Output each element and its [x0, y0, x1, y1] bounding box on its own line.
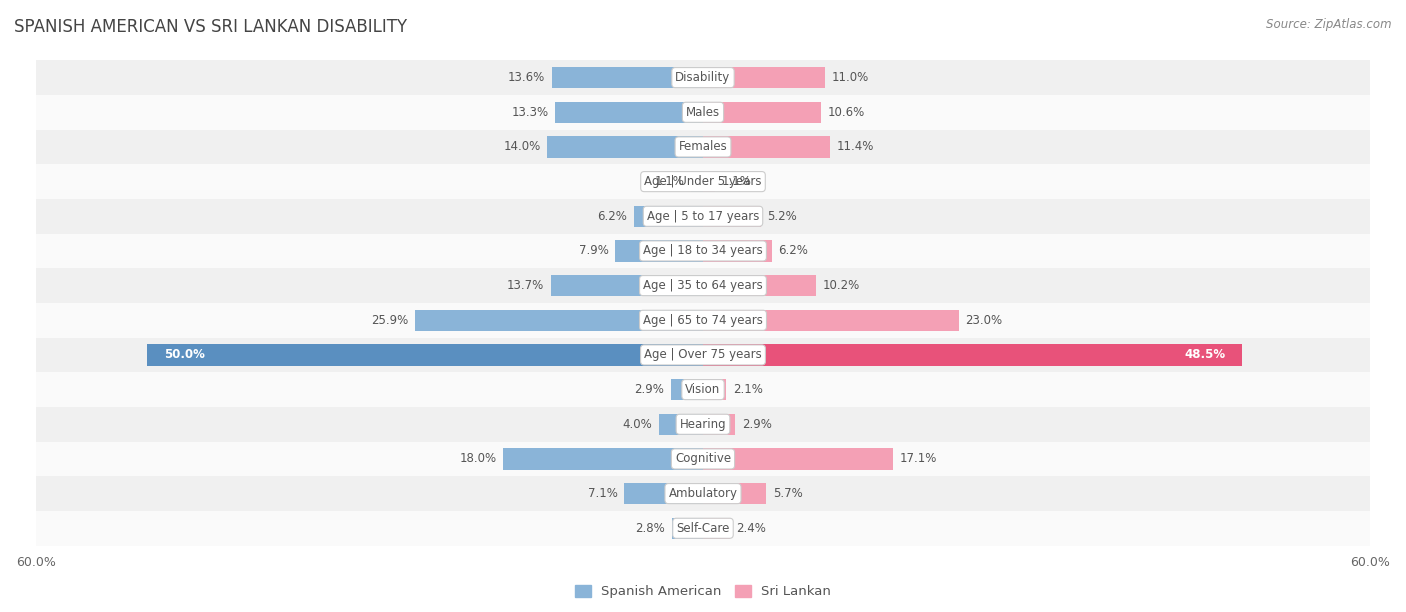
Text: 6.2%: 6.2%: [598, 210, 627, 223]
Bar: [703, 102, 821, 123]
Bar: [703, 206, 761, 227]
Text: 10.6%: 10.6%: [828, 106, 865, 119]
Bar: [551, 275, 703, 296]
Text: 25.9%: 25.9%: [371, 314, 409, 327]
Bar: [703, 344, 1241, 366]
Bar: [37, 60, 1369, 95]
Bar: [703, 518, 730, 539]
Text: 2.9%: 2.9%: [634, 383, 664, 396]
Bar: [37, 476, 1369, 511]
Text: Disability: Disability: [675, 71, 731, 84]
Bar: [547, 136, 703, 158]
Bar: [703, 448, 893, 469]
Bar: [37, 442, 1369, 476]
Bar: [37, 407, 1369, 442]
Bar: [658, 414, 703, 435]
Text: 6.2%: 6.2%: [779, 244, 808, 258]
Bar: [703, 310, 959, 331]
Bar: [37, 303, 1369, 338]
Text: Hearing: Hearing: [679, 418, 727, 431]
Text: 50.0%: 50.0%: [165, 348, 205, 362]
Bar: [703, 67, 825, 88]
Text: 14.0%: 14.0%: [503, 140, 541, 154]
Bar: [690, 171, 703, 192]
Text: Self-Care: Self-Care: [676, 522, 730, 535]
Text: 7.9%: 7.9%: [579, 244, 609, 258]
Text: Males: Males: [686, 106, 720, 119]
Bar: [703, 483, 766, 504]
Bar: [37, 511, 1369, 546]
Text: 2.4%: 2.4%: [737, 522, 766, 535]
Text: 18.0%: 18.0%: [460, 452, 496, 466]
Text: Age | 5 to 17 years: Age | 5 to 17 years: [647, 210, 759, 223]
Text: Age | Under 5 years: Age | Under 5 years: [644, 175, 762, 188]
Text: 11.4%: 11.4%: [837, 140, 873, 154]
Bar: [703, 171, 716, 192]
Bar: [37, 164, 1369, 199]
Bar: [703, 275, 817, 296]
Bar: [634, 206, 703, 227]
Text: 2.8%: 2.8%: [636, 522, 665, 535]
Text: 13.3%: 13.3%: [512, 106, 548, 119]
Bar: [148, 344, 703, 366]
Text: 48.5%: 48.5%: [1184, 348, 1225, 362]
Text: 5.2%: 5.2%: [768, 210, 797, 223]
Text: Age | 18 to 34 years: Age | 18 to 34 years: [643, 244, 763, 258]
Bar: [37, 268, 1369, 303]
Bar: [672, 518, 703, 539]
Bar: [703, 240, 772, 262]
Bar: [624, 483, 703, 504]
Bar: [37, 234, 1369, 268]
Bar: [703, 414, 735, 435]
Text: 2.1%: 2.1%: [733, 383, 763, 396]
Text: 10.2%: 10.2%: [823, 279, 860, 292]
Text: 1.1%: 1.1%: [654, 175, 685, 188]
Text: 1.1%: 1.1%: [721, 175, 752, 188]
Bar: [616, 240, 703, 262]
Bar: [503, 448, 703, 469]
Bar: [37, 199, 1369, 234]
Legend: Spanish American, Sri Lankan: Spanish American, Sri Lankan: [569, 580, 837, 603]
Text: Cognitive: Cognitive: [675, 452, 731, 466]
Text: 5.7%: 5.7%: [773, 487, 803, 500]
Text: 2.9%: 2.9%: [742, 418, 772, 431]
Text: 11.0%: 11.0%: [832, 71, 869, 84]
Bar: [703, 136, 830, 158]
Text: 17.1%: 17.1%: [900, 452, 936, 466]
Text: Source: ZipAtlas.com: Source: ZipAtlas.com: [1267, 18, 1392, 31]
Bar: [671, 379, 703, 400]
Text: 23.0%: 23.0%: [966, 314, 1002, 327]
Bar: [37, 130, 1369, 164]
Bar: [37, 338, 1369, 372]
Text: Age | 35 to 64 years: Age | 35 to 64 years: [643, 279, 763, 292]
Text: 4.0%: 4.0%: [621, 418, 652, 431]
Text: 13.6%: 13.6%: [508, 71, 546, 84]
Bar: [703, 379, 727, 400]
Bar: [555, 102, 703, 123]
Bar: [37, 372, 1369, 407]
Text: Vision: Vision: [685, 383, 721, 396]
Text: 13.7%: 13.7%: [506, 279, 544, 292]
Text: Age | Over 75 years: Age | Over 75 years: [644, 348, 762, 362]
Bar: [415, 310, 703, 331]
Text: Age | 65 to 74 years: Age | 65 to 74 years: [643, 314, 763, 327]
Bar: [553, 67, 703, 88]
Bar: [37, 95, 1369, 130]
Text: SPANISH AMERICAN VS SRI LANKAN DISABILITY: SPANISH AMERICAN VS SRI LANKAN DISABILIT…: [14, 18, 408, 36]
Text: Ambulatory: Ambulatory: [668, 487, 738, 500]
Text: Females: Females: [679, 140, 727, 154]
Text: 7.1%: 7.1%: [588, 487, 617, 500]
